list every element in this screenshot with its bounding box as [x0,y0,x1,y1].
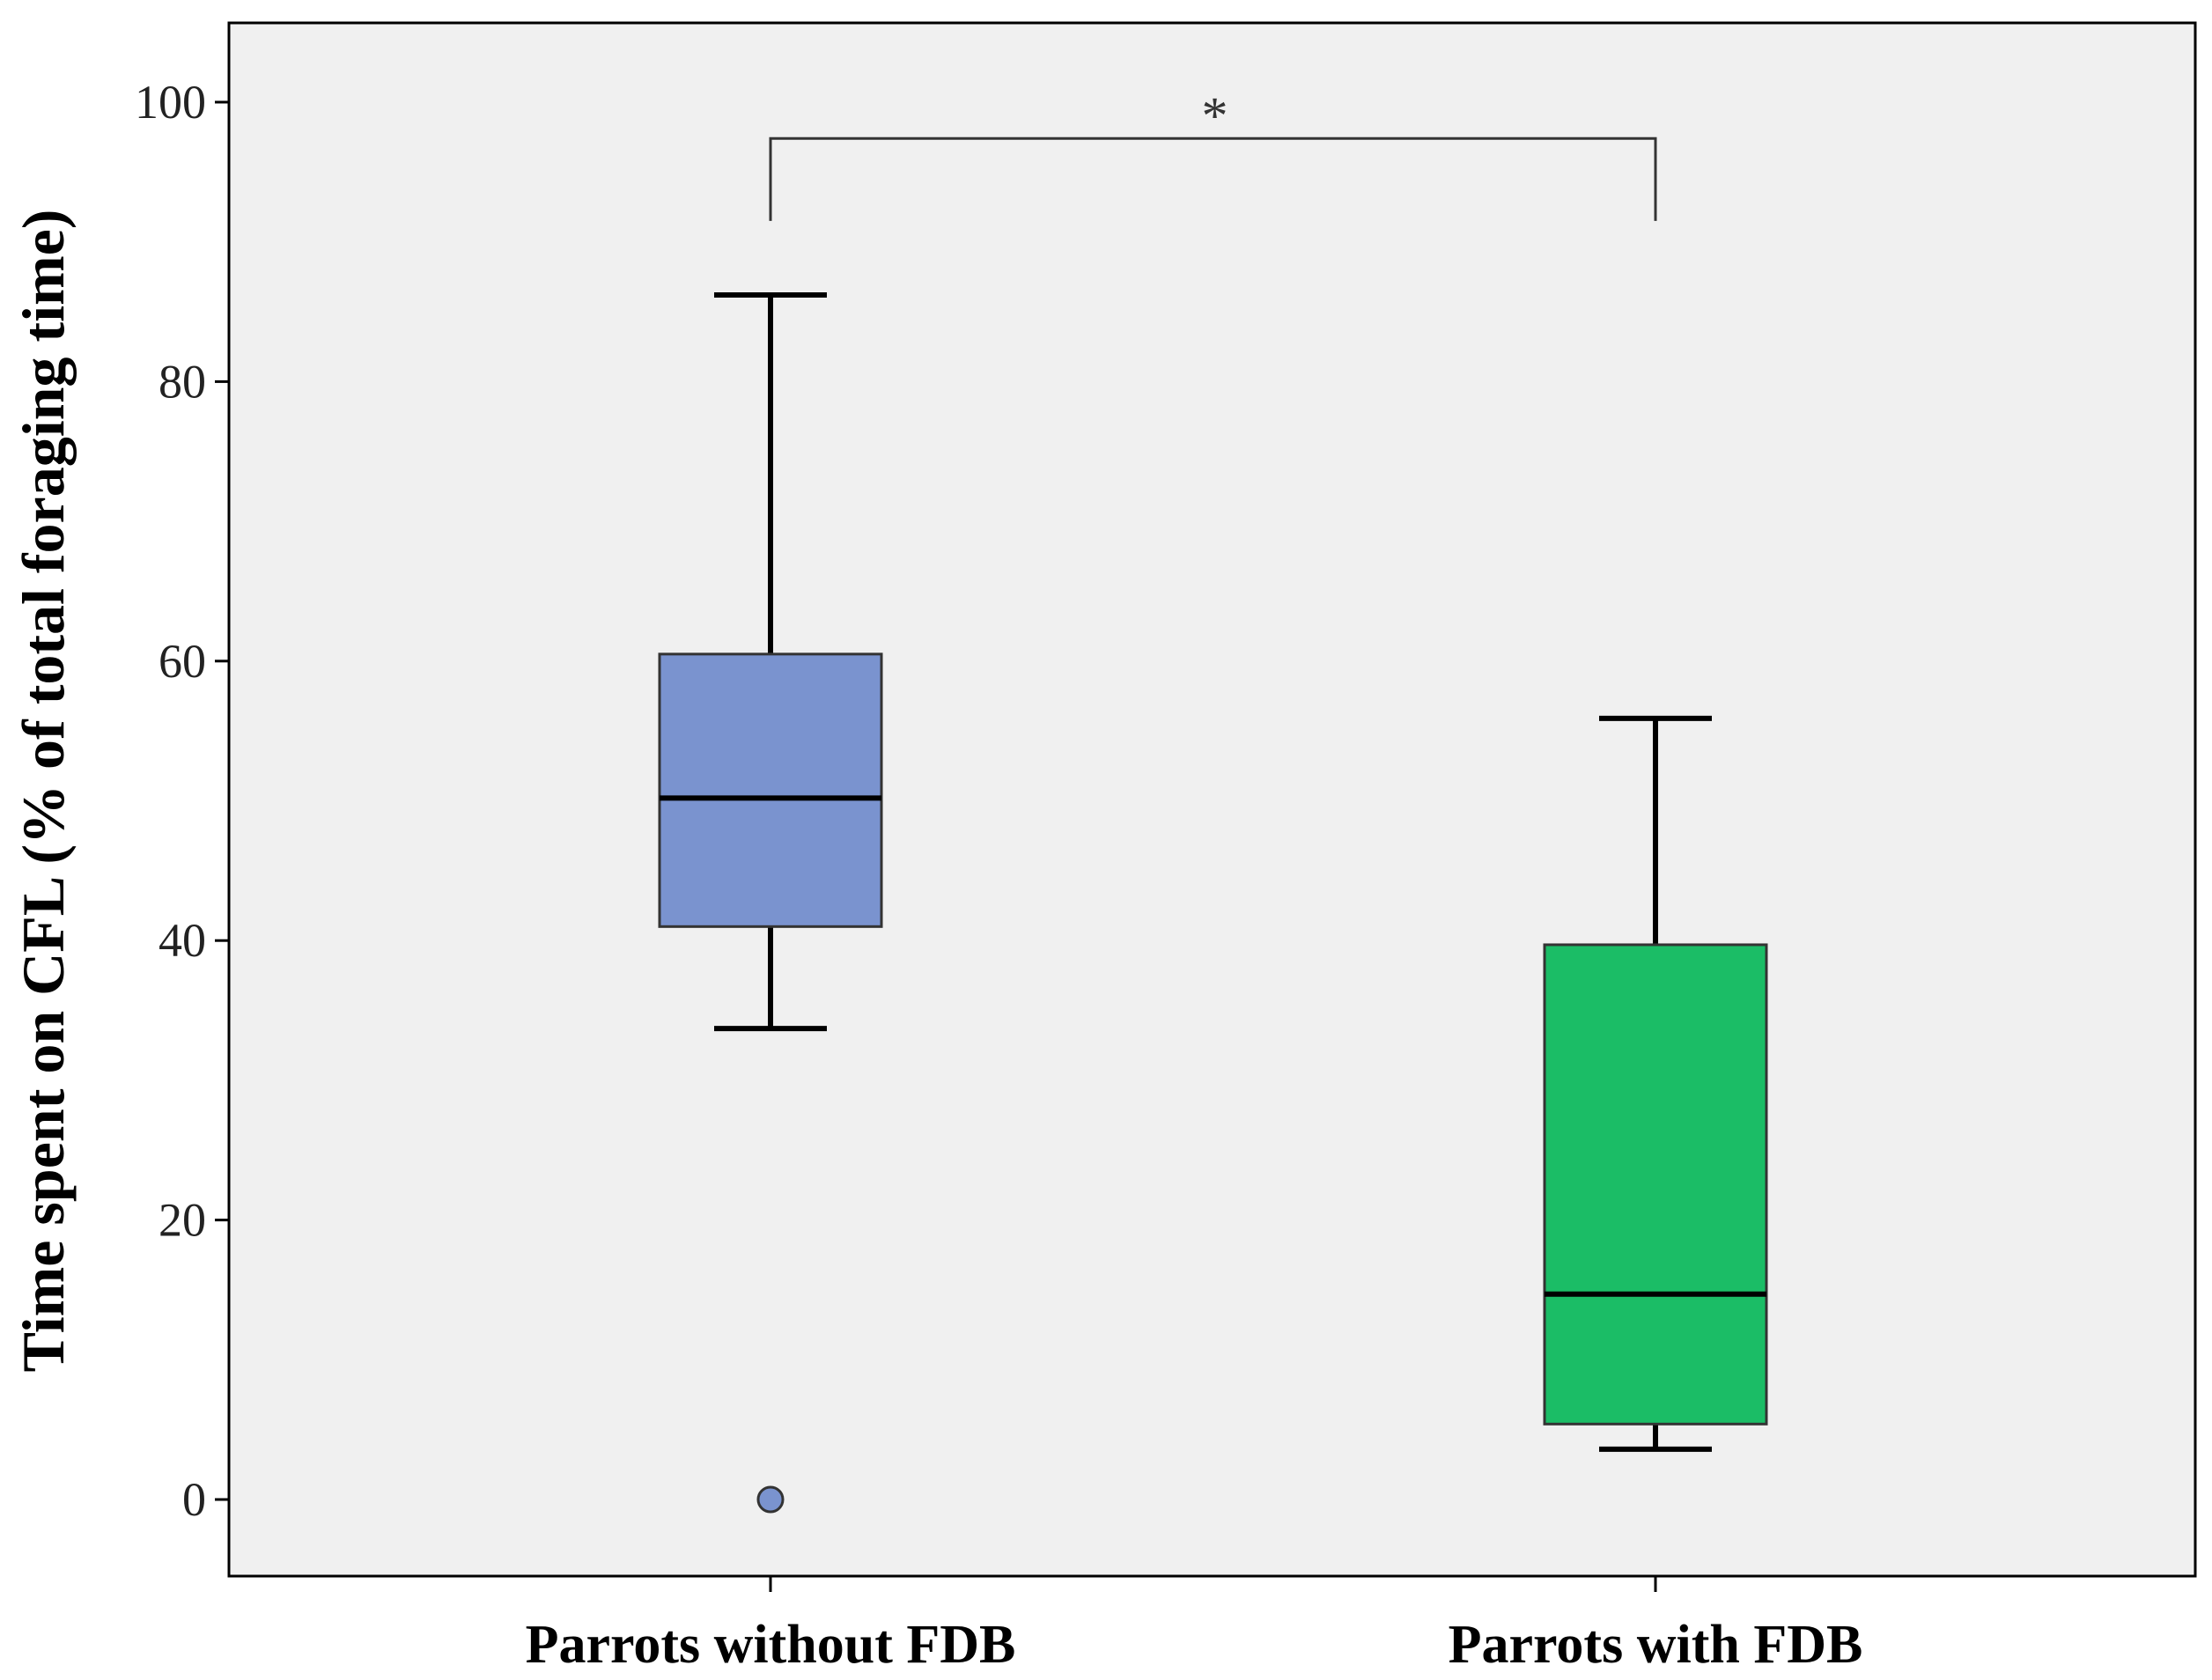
y-tick-label: 0 [182,1473,206,1526]
plot-area [227,21,2197,1578]
y-tick-label: 40 [159,914,206,967]
significance-annotation: * [769,86,1657,221]
significance-label: * [1202,86,1228,144]
x-tick-label: Parrots without FDB [526,1615,1016,1675]
y-tick-label: 60 [159,635,206,688]
y-tick-label: 80 [159,355,206,408]
y-axis-title: Time spent on CFL (% of total foraging t… [10,210,77,1373]
box-group [1543,715,1768,1452]
y-tick-label: 20 [159,1194,206,1247]
significance-bracket [769,136,1657,221]
box-series [658,292,1768,1514]
box [1543,943,1768,1426]
outlier-point [756,1485,785,1514]
x-axis: Parrots without FDB Parrots with FDB [526,1576,1863,1675]
box [658,652,883,928]
y-tick-label: 100 [135,76,206,129]
box-group [658,292,883,1514]
y-axis: 0 20 40 60 80 100 [135,76,229,1526]
x-tick-label: Parrots with FDB [1449,1615,1863,1675]
